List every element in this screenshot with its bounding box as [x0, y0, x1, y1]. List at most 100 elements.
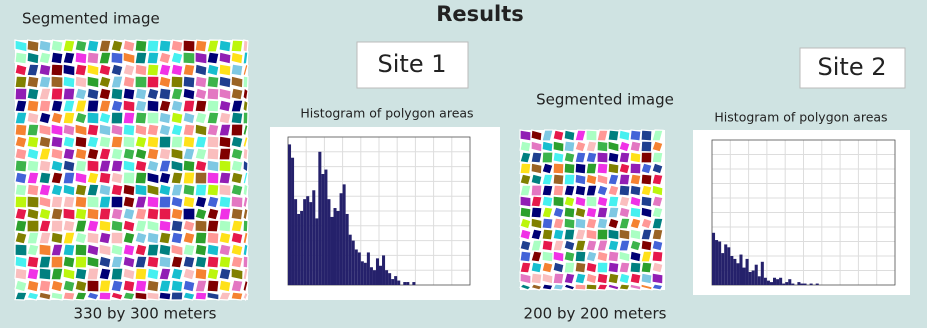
segment — [608, 163, 619, 174]
bar — [309, 202, 312, 285]
segment — [575, 262, 586, 273]
segment — [531, 196, 542, 207]
segment — [15, 64, 27, 76]
segment — [27, 76, 39, 88]
segment — [15, 88, 27, 100]
segment — [183, 280, 195, 292]
segment — [39, 172, 51, 184]
histogram-title: Histogram of polygon areas — [300, 106, 473, 121]
bar — [291, 158, 294, 285]
segment — [219, 52, 231, 64]
segment — [147, 256, 159, 268]
segment — [15, 100, 27, 112]
bar — [730, 256, 733, 285]
segment — [575, 207, 586, 218]
segment — [159, 136, 171, 148]
segment — [15, 112, 27, 124]
segment — [575, 152, 586, 163]
segment — [87, 88, 99, 100]
segment — [619, 141, 630, 152]
segment — [195, 100, 207, 112]
bar — [752, 271, 755, 286]
segment — [183, 256, 195, 268]
segment — [111, 256, 123, 268]
caption: 200 by 200 meters — [524, 305, 667, 323]
segment — [51, 148, 63, 160]
segment — [231, 196, 243, 208]
segment — [171, 148, 183, 160]
segment — [135, 64, 147, 76]
segment — [553, 229, 564, 240]
segment — [630, 141, 641, 152]
segment — [15, 136, 27, 148]
segment — [219, 112, 231, 124]
segment — [75, 256, 87, 268]
segment — [195, 256, 207, 268]
bar — [800, 284, 803, 285]
segment — [111, 268, 123, 280]
segment — [135, 196, 147, 208]
segment — [111, 40, 123, 52]
bar — [718, 242, 721, 286]
segment — [111, 112, 123, 124]
segment — [641, 174, 652, 185]
segment — [207, 64, 219, 76]
segment — [87, 64, 99, 76]
segment — [111, 100, 123, 112]
segment — [27, 232, 39, 244]
segment — [63, 208, 75, 220]
bar — [412, 282, 415, 285]
segment — [575, 240, 586, 251]
image-label: Segmented image — [536, 91, 674, 109]
segment — [111, 208, 123, 220]
segment — [171, 172, 183, 184]
segment — [608, 240, 619, 251]
bar — [391, 279, 394, 285]
segment — [195, 292, 207, 300]
segment — [75, 88, 87, 100]
segment — [51, 136, 63, 148]
segment — [231, 184, 243, 196]
segment — [542, 218, 553, 229]
segment — [531, 240, 542, 251]
segment — [159, 208, 171, 220]
segment — [564, 174, 575, 185]
segment — [641, 130, 652, 141]
segment — [195, 232, 207, 244]
segment — [135, 136, 147, 148]
segment — [15, 160, 27, 172]
segment — [630, 240, 641, 251]
segment — [219, 184, 231, 196]
bar — [312, 190, 315, 285]
segment — [171, 112, 183, 124]
segment — [39, 232, 51, 244]
segment — [520, 251, 531, 262]
segment — [87, 256, 99, 268]
segment — [87, 124, 99, 136]
segment — [207, 184, 219, 196]
segment — [63, 76, 75, 88]
slide: Results Segmented image 330 by 300 meter… — [0, 0, 927, 328]
segment — [231, 124, 243, 136]
segment — [195, 52, 207, 64]
bar — [379, 266, 382, 285]
segment — [27, 100, 39, 112]
segment — [207, 100, 219, 112]
segment — [630, 262, 641, 273]
segment — [575, 163, 586, 174]
segment — [564, 196, 575, 207]
segment — [520, 163, 531, 174]
segment — [159, 244, 171, 256]
site-label: Site 2 — [818, 53, 887, 81]
segment — [87, 268, 99, 280]
segment — [111, 160, 123, 172]
segment — [219, 196, 231, 208]
segment — [147, 136, 159, 148]
segment — [553, 218, 564, 229]
segment — [135, 124, 147, 136]
bar — [352, 241, 355, 285]
segment — [15, 76, 27, 88]
segment — [123, 196, 135, 208]
segment — [575, 196, 586, 207]
segment — [99, 52, 111, 64]
